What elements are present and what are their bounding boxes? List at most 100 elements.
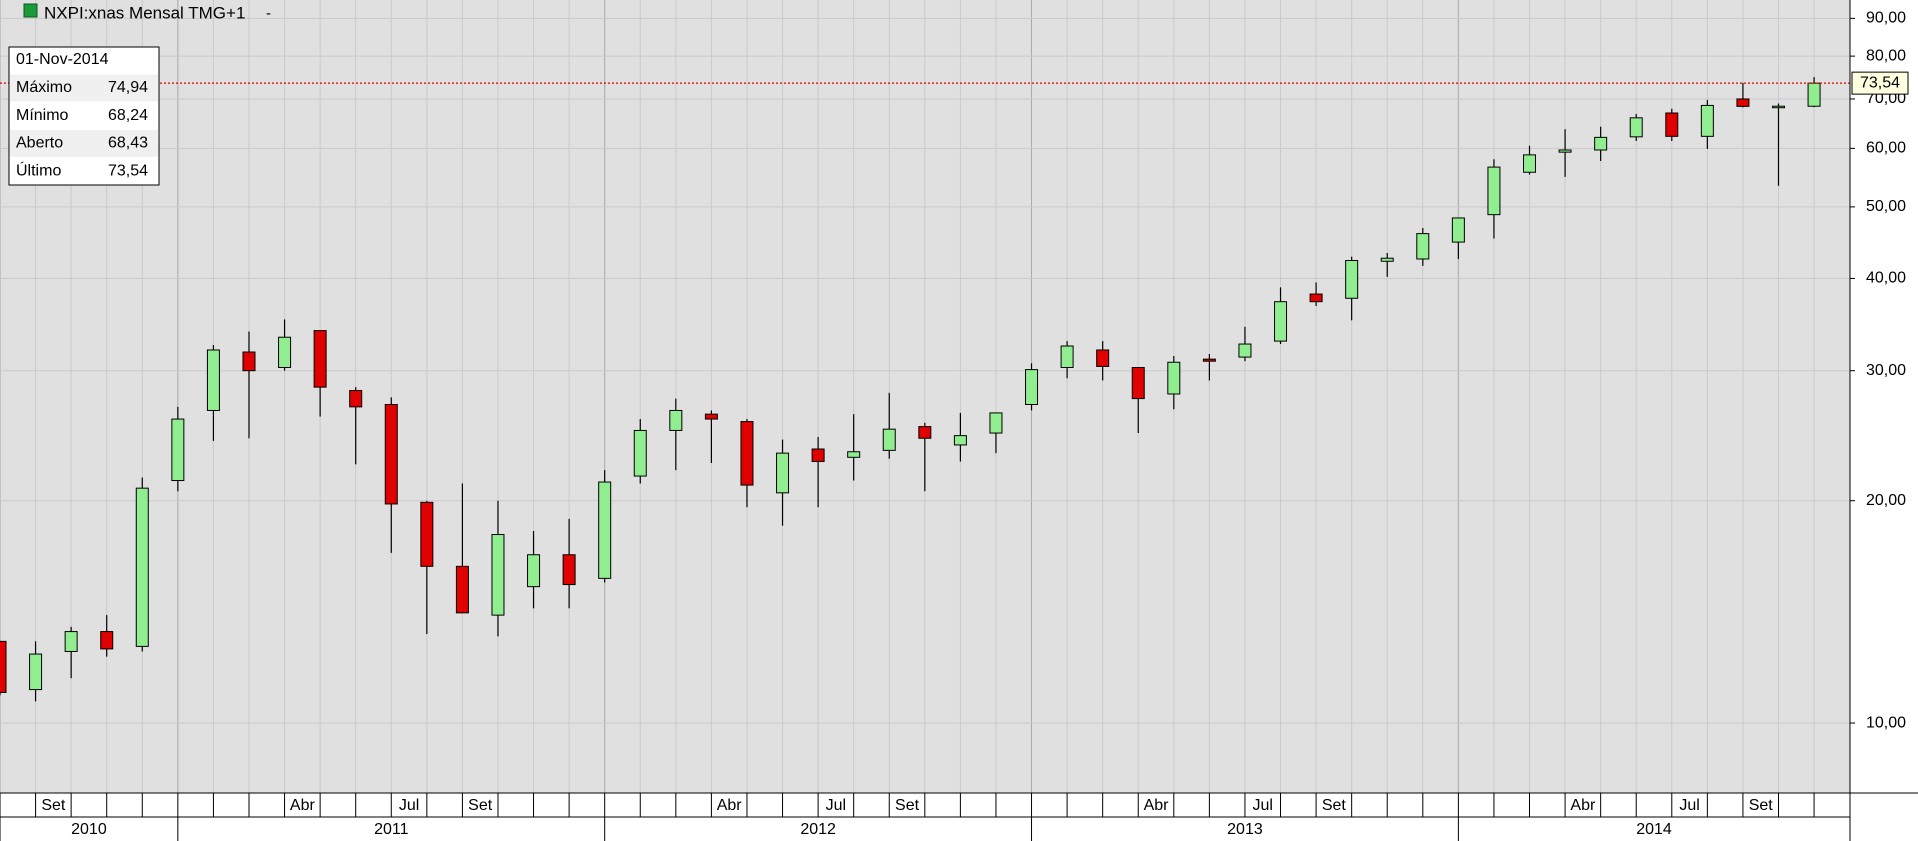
candle-body bbox=[1025, 369, 1039, 405]
candle-body bbox=[420, 501, 434, 567]
year-label: 2011 bbox=[374, 821, 409, 838]
candle-body bbox=[455, 565, 469, 614]
y-tick-label: 80,00 bbox=[1866, 47, 1906, 64]
candle-body bbox=[135, 487, 149, 647]
year-label: 2012 bbox=[800, 821, 836, 838]
candle-body bbox=[1309, 293, 1323, 303]
candle-body bbox=[527, 554, 541, 588]
last-price-label: 73,54 bbox=[1860, 74, 1900, 91]
candle-body bbox=[1416, 233, 1430, 260]
x-tick-label: Jul bbox=[1679, 797, 1699, 814]
candle-body bbox=[491, 534, 505, 616]
candle-body bbox=[313, 330, 327, 388]
candle-body bbox=[918, 426, 932, 439]
y-tick-label: 30,00 bbox=[1866, 362, 1906, 379]
candle-body bbox=[0, 640, 7, 693]
candle-body bbox=[206, 349, 220, 411]
last-price-box bbox=[1851, 71, 1909, 95]
year-label: 2010 bbox=[71, 821, 107, 838]
y-tick-label: 10,00 bbox=[1866, 714, 1906, 731]
info-label: Mínimo bbox=[16, 107, 69, 124]
x-tick-label: Set bbox=[1322, 797, 1347, 814]
candle-body bbox=[740, 421, 754, 486]
candle-body bbox=[384, 403, 398, 505]
x-tick-label: Jul bbox=[399, 797, 419, 814]
x-tick-label: Set bbox=[1749, 797, 1774, 814]
x-tick-label: Jul bbox=[1253, 797, 1273, 814]
info-value: 74,94 bbox=[108, 79, 148, 96]
symbol-icon bbox=[23, 3, 38, 18]
candle-body bbox=[1167, 361, 1181, 395]
candle-body bbox=[1487, 166, 1501, 216]
candle-body bbox=[1380, 257, 1394, 262]
candle-body bbox=[953, 435, 967, 446]
info-value: 68,24 bbox=[108, 107, 148, 124]
x-tick-label: Set bbox=[895, 797, 920, 814]
candle-body bbox=[171, 418, 185, 482]
x-tick-label: Set bbox=[41, 797, 66, 814]
candle-body bbox=[1202, 358, 1216, 362]
y-tick-label: 20,00 bbox=[1866, 492, 1906, 509]
y-axis-area bbox=[1850, 0, 1918, 841]
info-value: 73,54 bbox=[108, 162, 148, 179]
info-label: Aberto bbox=[16, 135, 63, 152]
candle-body bbox=[776, 452, 790, 494]
info-label: Último bbox=[16, 160, 61, 179]
chart-title: NXPI:xnas Mensal TMG+1 bbox=[44, 3, 245, 22]
candle-body bbox=[1736, 98, 1750, 107]
candle-body bbox=[882, 428, 896, 451]
candle-body bbox=[349, 390, 363, 408]
candle-body bbox=[598, 481, 612, 579]
candle-body bbox=[704, 413, 718, 420]
candle-body bbox=[811, 448, 825, 463]
candle-body bbox=[562, 554, 576, 586]
info-value: 68,43 bbox=[108, 135, 148, 152]
candle-body bbox=[1665, 112, 1679, 137]
info-label: Máximo bbox=[16, 79, 72, 96]
candle-body bbox=[1451, 217, 1465, 243]
info-box-frame bbox=[8, 46, 160, 186]
candle-body bbox=[1523, 154, 1537, 173]
y-tick-label: 90,00 bbox=[1866, 10, 1906, 27]
candle-body bbox=[278, 336, 292, 369]
candle-body bbox=[64, 631, 78, 652]
year-label: 2013 bbox=[1227, 821, 1263, 838]
x-tick-label: Abr bbox=[1144, 797, 1170, 814]
candle-body bbox=[1131, 367, 1145, 400]
candle-body bbox=[1345, 259, 1359, 299]
candle-body bbox=[633, 429, 647, 477]
candle-body bbox=[669, 409, 683, 431]
candles bbox=[0, 77, 1850, 702]
dropdown-marker[interactable]: - bbox=[266, 5, 271, 22]
info-date: 01-Nov-2014 bbox=[16, 51, 109, 68]
candle-body bbox=[989, 412, 1003, 434]
x-tick-label: Set bbox=[468, 797, 493, 814]
candle-body bbox=[1558, 149, 1572, 153]
candle-body bbox=[1096, 349, 1110, 367]
candle-body bbox=[1807, 82, 1821, 107]
info-row-bg bbox=[10, 74, 158, 102]
y-tick-label: 50,00 bbox=[1866, 198, 1906, 215]
candle-body bbox=[1629, 117, 1643, 138]
candle-body bbox=[1772, 105, 1785, 109]
info-row-bg bbox=[10, 129, 158, 157]
year-label: 2014 bbox=[1636, 821, 1672, 838]
info-box: 01-Nov-2014 Máximo 74,94 Mínimo 68,24 Aberto… bbox=[8, 46, 160, 186]
candle-body bbox=[1700, 104, 1714, 137]
candle-body bbox=[242, 351, 256, 372]
candle-body bbox=[847, 451, 861, 458]
candle-body bbox=[1274, 301, 1288, 342]
candle-body bbox=[1594, 136, 1608, 151]
candle-body bbox=[100, 631, 114, 650]
x-tick-label: Abr bbox=[290, 797, 316, 814]
x-tick-label: Jul bbox=[826, 797, 846, 814]
candle-body bbox=[29, 653, 43, 691]
candle-body bbox=[1238, 343, 1252, 358]
y-tick-label: 40,00 bbox=[1866, 270, 1906, 287]
x-tick-label: Abr bbox=[717, 797, 743, 814]
y-tick-label: 60,00 bbox=[1866, 140, 1906, 157]
candle-body bbox=[1060, 345, 1074, 369]
